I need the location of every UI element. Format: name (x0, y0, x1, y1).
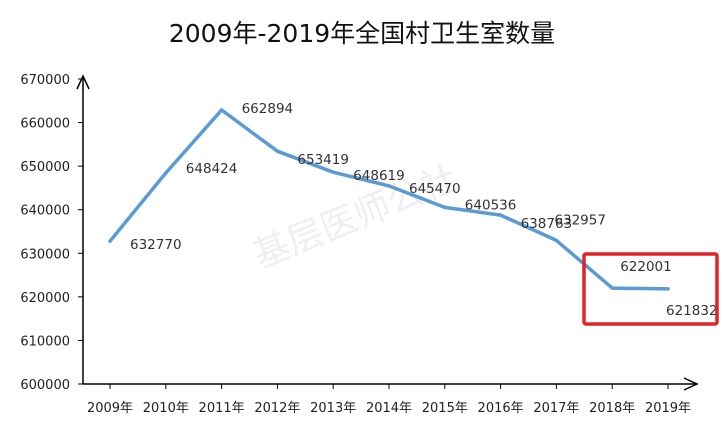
y-tick-label: 620000 (20, 291, 70, 306)
x-tick-label: 2019年 (645, 401, 691, 416)
x-tick-label: 2010年 (143, 401, 189, 416)
y-tick-label: 660000 (20, 117, 70, 132)
data-label: 632770 (130, 237, 182, 253)
x-tick-label: 2016年 (478, 401, 524, 416)
data-point (499, 213, 503, 217)
y-tick-label: 630000 (20, 247, 70, 262)
y-axis-arrow (76, 74, 90, 90)
x-tick-label: 2013年 (310, 401, 356, 416)
data-label: 648424 (186, 161, 238, 177)
data-label: 638763 (521, 216, 573, 232)
x-axis-arrow (683, 377, 699, 391)
data-point (387, 184, 391, 188)
data-label: 622001 (620, 259, 672, 275)
data-label: 653419 (297, 152, 349, 168)
y-tick-label: 650000 (20, 160, 70, 175)
data-point (554, 238, 559, 243)
x-tick-label: 2009年 (87, 401, 133, 416)
data-point (443, 205, 447, 209)
x-tick-label: 2014年 (366, 401, 412, 416)
data-point (108, 239, 112, 243)
highlight-box (582, 252, 719, 326)
y-tick-label: 640000 (20, 204, 70, 219)
data-label: 645470 (409, 181, 461, 197)
x-tick-label: 2011年 (199, 401, 245, 416)
x-tick-label: 2015年 (422, 401, 468, 416)
x-tick-label: 2018年 (589, 401, 635, 416)
x-tick-label: 2012年 (254, 401, 300, 416)
x-tick-label: 2017年 (533, 401, 579, 416)
data-point (610, 286, 614, 290)
data-point (220, 108, 224, 112)
y-tick-label: 610000 (20, 334, 70, 349)
chart-title: 2009年-2019年全国村卫生室数量 (168, 19, 556, 48)
data-point (275, 149, 279, 153)
data-label: 640536 (465, 197, 517, 213)
data-label: 648619 (353, 168, 405, 184)
y-tick-label: 600000 (20, 378, 70, 393)
y-tick-label: 670000 (20, 73, 70, 88)
data-label: 621832 (666, 303, 718, 319)
data-point (331, 170, 335, 174)
data-point (164, 171, 168, 175)
data-label: 632957 (554, 212, 606, 228)
data-label: 662894 (242, 101, 294, 117)
data-point (666, 287, 670, 291)
